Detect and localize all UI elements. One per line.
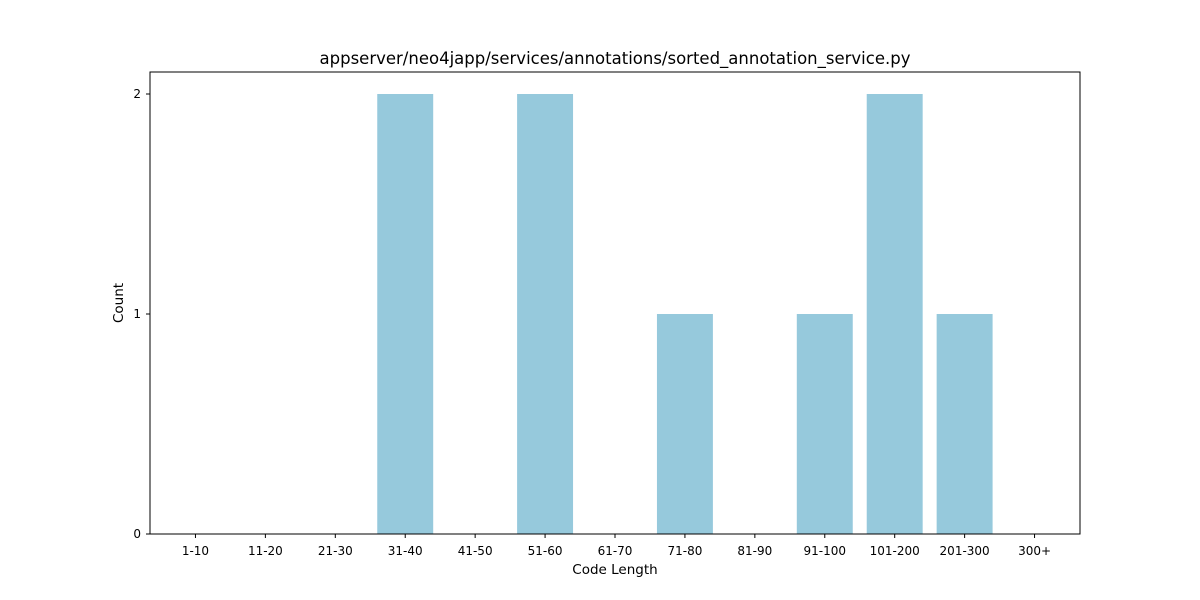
x-tick-label: 11-20 <box>248 544 283 558</box>
x-tick-label: 1-10 <box>182 544 209 558</box>
x-axis-label: Code Length <box>572 562 657 578</box>
bar-101-200 <box>866 94 923 534</box>
bar-31-40 <box>377 94 434 534</box>
bars-group <box>377 94 993 534</box>
x-tick-label: 101-200 <box>870 544 920 558</box>
x-tick-label: 71-80 <box>667 544 702 558</box>
x-tick-label: 31-40 <box>388 544 423 558</box>
x-tick-label: 41-50 <box>458 544 493 558</box>
x-tick-label: 61-70 <box>598 544 633 558</box>
y-tick-label: 2 <box>133 87 141 101</box>
y-tick-label: 1 <box>133 307 141 321</box>
x-tick-label: 81-90 <box>737 544 772 558</box>
y-tick-label: 0 <box>133 527 141 541</box>
x-tick-label: 51-60 <box>528 544 563 558</box>
x-tick-label: 201-300 <box>940 544 990 558</box>
y-ticks-group: 0 1 2 <box>133 87 150 541</box>
x-tick-label: 91-100 <box>804 544 847 558</box>
x-tick-label: 300+ <box>1018 544 1051 558</box>
y-axis-label: Count <box>111 283 127 323</box>
plot-frame <box>149 71 1081 535</box>
x-tick-label: 21-30 <box>318 544 353 558</box>
bar-71-80 <box>656 314 713 534</box>
x-ticks-group: 1-10 11-20 21-30 31-40 41-50 51-60 61-70 71-80 8… <box>182 534 1051 558</box>
bar-51-60 <box>517 94 574 534</box>
bar-201-300 <box>936 314 993 534</box>
chart-title: appserver/neo4japp/services/annotations/… <box>320 49 911 69</box>
bar-91-100 <box>796 314 853 534</box>
